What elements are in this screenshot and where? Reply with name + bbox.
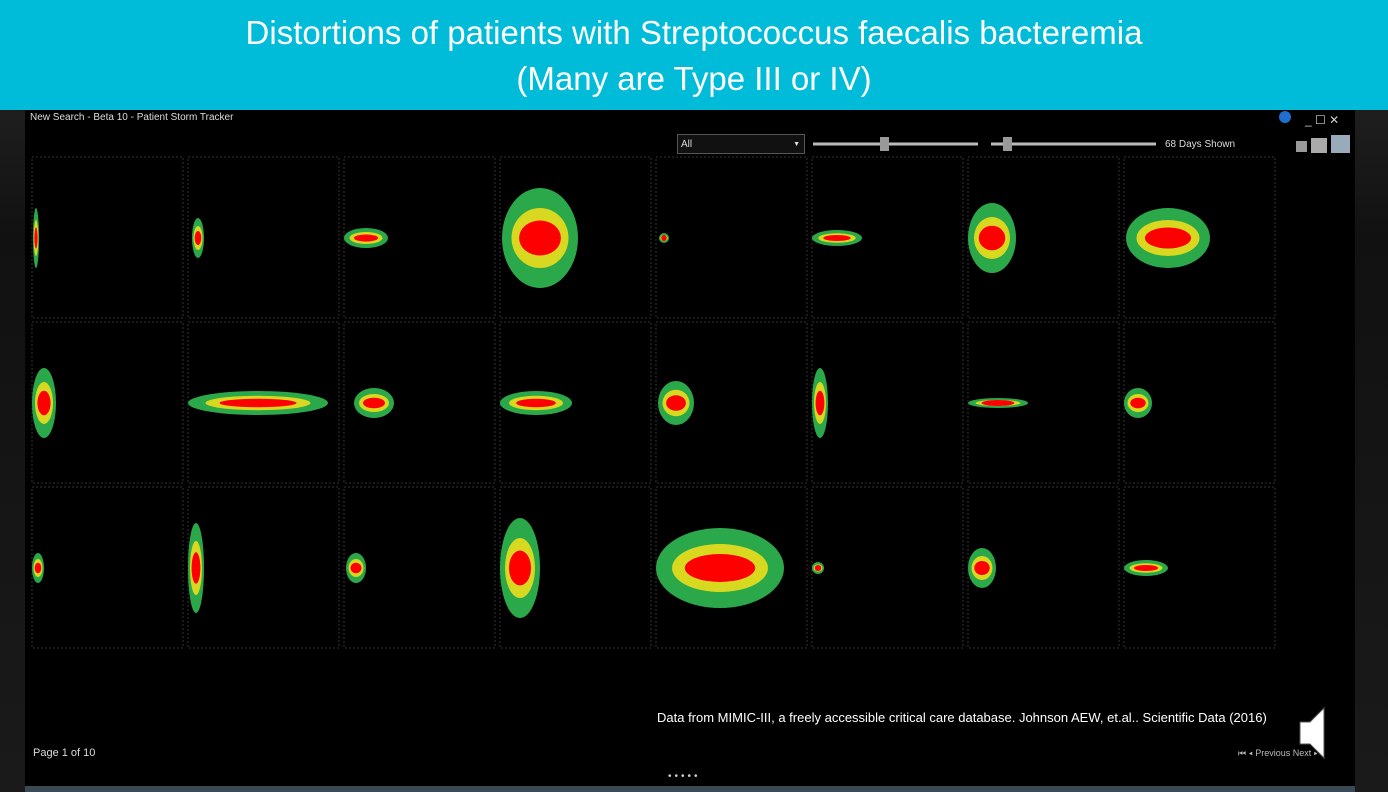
filter-dropdown[interactable]: All ▼ [677,134,805,154]
window-controls[interactable]: _ ☐ ✕ [1304,113,1339,127]
pager-dots: ••••• [668,771,701,782]
slider-thumb[interactable] [1003,137,1012,151]
subtitle: (Many are Type III or IV) [516,60,872,97]
slider-thumb[interactable] [880,137,889,151]
citation: Data from MIMIC-III, a freely accessible… [657,710,1267,725]
storm-core [191,552,201,584]
size-medium[interactable] [1311,138,1327,153]
pagination: ⏮ ◂ Previous Next ▸ [1238,748,1318,758]
storm-core [509,550,531,586]
size-large[interactable] [1331,135,1350,153]
patient-cell [31,156,184,319]
storm-core [219,398,297,408]
storm-core [194,231,202,245]
storm-core [661,235,667,241]
patient-cell [343,486,496,649]
storm-core [1130,397,1146,409]
storm-core [666,395,686,411]
storm-core [519,220,561,256]
storm-core [1144,227,1192,249]
storm-core [978,225,1006,251]
storm-core [353,234,379,242]
storm-core [34,227,38,249]
next-button[interactable]: Next [1292,748,1312,758]
patient-cell [811,321,964,484]
title: Distortions of patients with Streptococc… [245,14,1143,51]
storm-core [815,390,825,416]
patient-cell [187,156,340,319]
page-indicator: Page 1 of 10 [33,747,96,759]
storm-core [974,561,990,575]
storm-core [684,554,756,582]
filter-value: All [681,139,693,150]
previous-button[interactable]: Previous [1255,748,1291,758]
banner: Distortions of patients with Streptococc… [0,0,1388,110]
storm-core [34,562,42,574]
download-icon[interactable] [1279,111,1291,123]
patient-cell [187,486,340,649]
speaker-icon [1299,706,1325,760]
storm-core [1133,565,1159,571]
cells [31,156,1276,649]
window-title: New Search - Beta 10 - Patient Storm Tra… [30,112,234,123]
patient-cell [31,486,184,649]
taskbar [25,786,1355,792]
storm-core [823,235,851,241]
storm-core [981,400,1015,406]
patient-cell [655,156,808,319]
storm-core [814,565,822,571]
storm-core [363,397,385,409]
size-small[interactable] [1296,141,1307,152]
days-shown: 68 Days Shown [1165,139,1236,150]
patient-cell [811,486,964,649]
storm-core [516,398,556,408]
storm-core [350,562,362,574]
storm-core [37,390,51,416]
